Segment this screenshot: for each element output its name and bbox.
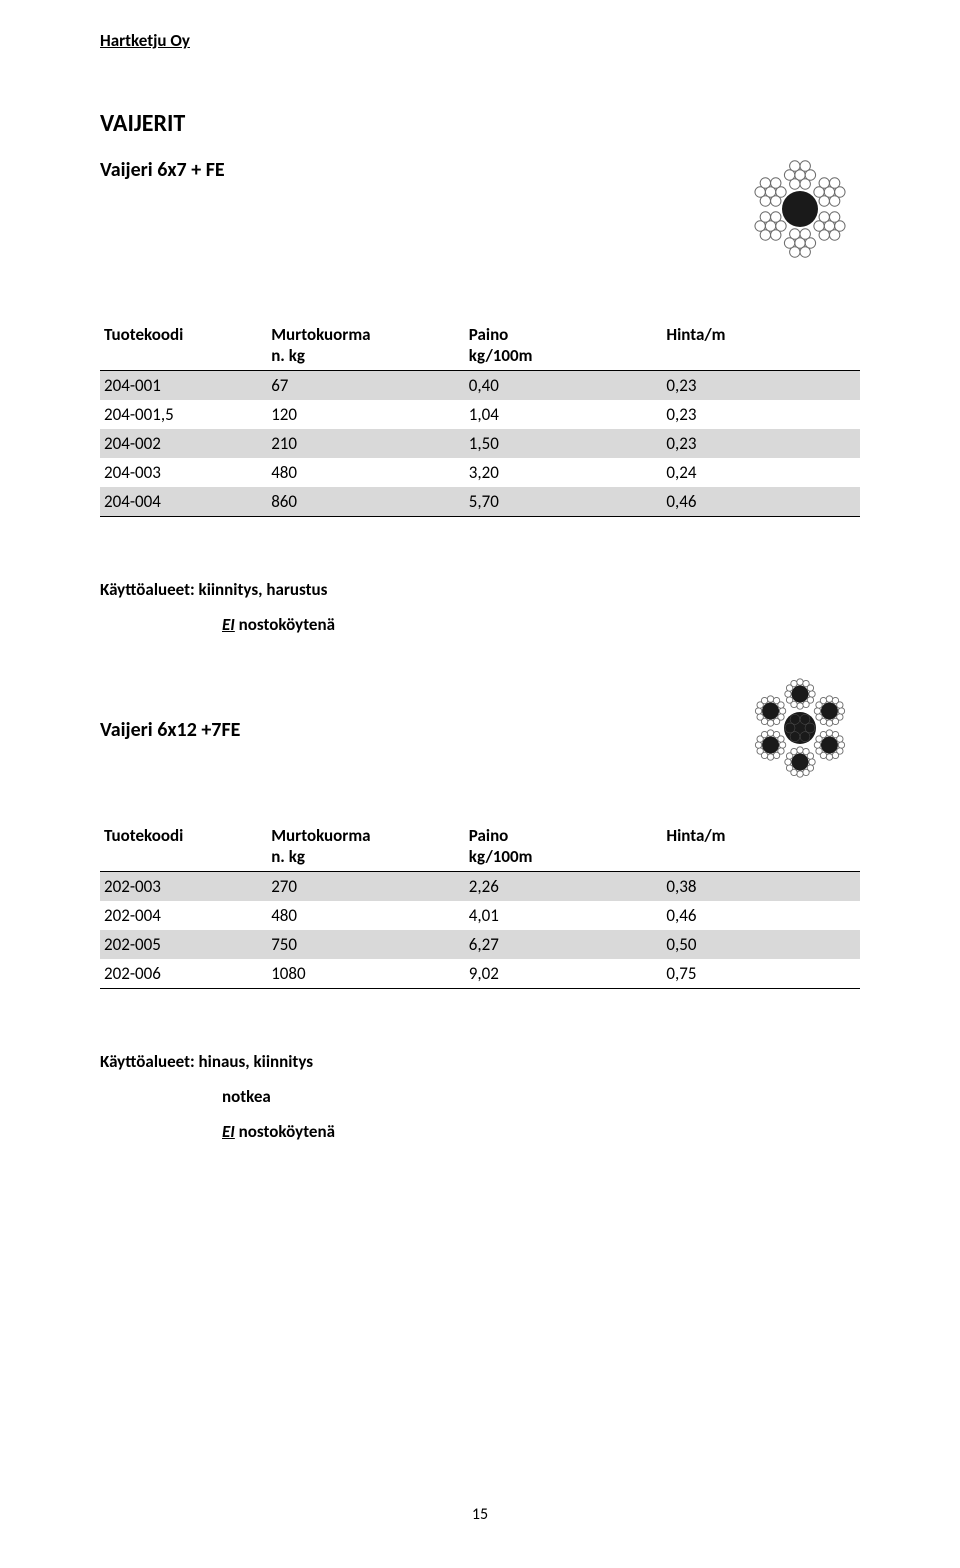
table-cell: 202-006 [100,959,267,989]
column-header: Painokg/100m [465,821,663,872]
wire-rope-diagram-6x12 [740,673,860,783]
section1-note: EI nostoköytenä [222,614,860,635]
table-section2: TuotekoodiMurtokuorman. kgPainokg/100mHi… [100,821,860,989]
table-cell: 0,23 [662,400,860,429]
table-cell: 6,27 [465,930,663,959]
column-header: Murtokuorman. kg [267,821,465,872]
table-row: 202-0057506,270,50 [100,930,860,959]
table-cell: 204-001 [100,371,267,401]
table-row: 204-0034803,200,24 [100,458,860,487]
table-cell: 202-004 [100,901,267,930]
table-row: 202-00610809,020,75 [100,959,860,989]
column-header: Tuotekoodi [100,821,267,872]
table-cell: 0,46 [662,487,860,517]
table-cell: 480 [267,901,465,930]
table-cell: 1,50 [465,429,663,458]
table-cell: 202-005 [100,930,267,959]
table-cell: 120 [267,400,465,429]
section2-note2: EI nostoköytenä [222,1121,860,1142]
table-cell: 204-001,5 [100,400,267,429]
column-header: Hinta/m [662,821,860,872]
main-title: VAIJERIT [100,109,185,138]
table-cell: 204-002 [100,429,267,458]
column-header: Hinta/m [662,320,860,371]
table-cell: 1080 [267,959,465,989]
table-cell: 0,46 [662,901,860,930]
section2-subtitle: Vaijeri 6x12 +7FE [100,718,240,742]
table-row: 204-001,51201,040,23 [100,400,860,429]
section2-uses: Käyttöalueet: hinaus, kiinnitys [100,1051,860,1072]
table-row: 204-001670,400,23 [100,371,860,401]
table-section1: TuotekoodiMurtokuorman. kgPainokg/100mHi… [100,320,860,517]
table-cell: 0,75 [662,959,860,989]
company-header: Hartketju Oy [100,30,860,51]
table-cell: 0,50 [662,930,860,959]
column-header: Tuotekoodi [100,320,267,371]
table-cell: 9,02 [465,959,663,989]
table-cell: 480 [267,458,465,487]
table-cell: 3,20 [465,458,663,487]
table-cell: 204-004 [100,487,267,517]
table-cell: 5,70 [465,487,663,517]
table-row: 202-0044804,010,46 [100,901,860,930]
table-cell: 270 [267,872,465,902]
table-cell: 0,23 [662,429,860,458]
table-cell: 750 [267,930,465,959]
section1-uses: Käyttöalueet: kiinnitys, harustus [100,579,860,600]
section1-subtitle: Vaijeri 6x7 + FE [100,158,225,182]
table-cell: 0,40 [465,371,663,401]
section2-note1: notkea [222,1086,860,1107]
table-cell: 860 [267,487,465,517]
table-cell: 0,38 [662,872,860,902]
table-cell: 204-003 [100,458,267,487]
wire-rope-diagram-6x7 [740,154,860,264]
table-cell: 210 [267,429,465,458]
column-header: Murtokuorman. kg [267,320,465,371]
table-cell: 67 [267,371,465,401]
table-cell: 1,04 [465,400,663,429]
table-row: 202-0032702,260,38 [100,872,860,902]
column-header: Painokg/100m [465,320,663,371]
table-row: 204-0022101,500,23 [100,429,860,458]
table-cell: 2,26 [465,872,663,902]
table-row: 204-0048605,700,46 [100,487,860,517]
table-cell: 0,24 [662,458,860,487]
table-cell: 4,01 [465,901,663,930]
table-cell: 202-003 [100,872,267,902]
table-cell: 0,23 [662,371,860,401]
page-number: 15 [0,1505,960,1524]
